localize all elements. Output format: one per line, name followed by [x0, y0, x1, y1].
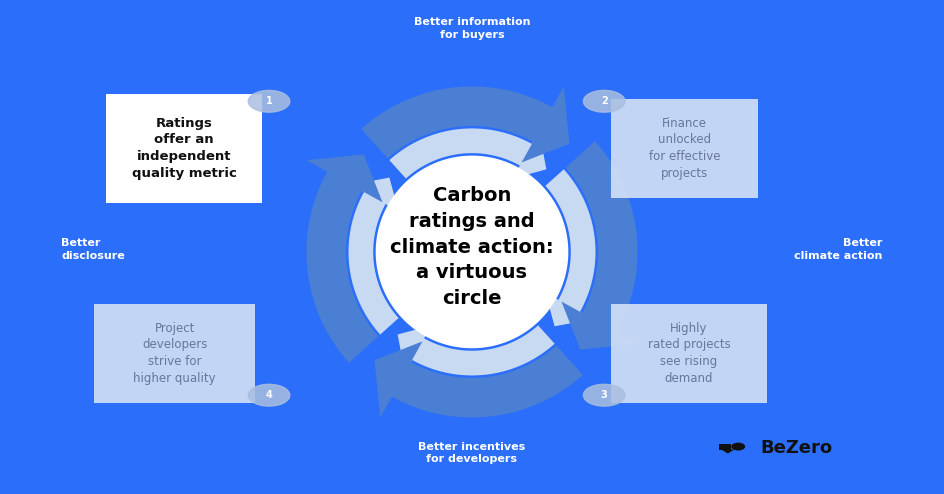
Text: Project
developers
strive for
higher quality: Project developers strive for higher qua… — [133, 322, 216, 385]
Text: BeZero: BeZero — [760, 439, 832, 457]
Text: 3: 3 — [600, 390, 608, 400]
Polygon shape — [307, 155, 382, 203]
Circle shape — [248, 90, 290, 112]
FancyBboxPatch shape — [612, 99, 757, 198]
Polygon shape — [522, 86, 569, 163]
Text: 1: 1 — [265, 96, 273, 106]
Polygon shape — [546, 292, 593, 327]
Text: Better
climate action: Better climate action — [794, 238, 883, 261]
Polygon shape — [348, 188, 398, 334]
Polygon shape — [562, 301, 637, 349]
Polygon shape — [397, 326, 431, 373]
Polygon shape — [389, 128, 535, 178]
Polygon shape — [351, 177, 398, 211]
FancyBboxPatch shape — [719, 444, 731, 450]
Text: Better
disclosure: Better disclosure — [61, 238, 126, 261]
FancyBboxPatch shape — [612, 304, 767, 403]
Text: Highly
rated projects
see rising
demand: Highly rated projects see rising demand — [648, 322, 731, 385]
Text: 4: 4 — [265, 390, 273, 400]
Circle shape — [248, 384, 290, 406]
Polygon shape — [409, 326, 555, 375]
Text: 2: 2 — [600, 96, 608, 106]
Polygon shape — [307, 166, 379, 363]
Text: Finance
unlocked
for effective
projects: Finance unlocked for effective projects — [649, 117, 720, 180]
Text: Better information
for buyers: Better information for buyers — [413, 17, 531, 40]
Text: Ratings
offer an
independent
quality metric: Ratings offer an independent quality met… — [131, 117, 237, 180]
Text: Carbon
ratings and
climate action:
a virtuous
circle: Carbon ratings and climate action: a vir… — [390, 186, 554, 308]
FancyBboxPatch shape — [106, 94, 262, 203]
Polygon shape — [565, 141, 637, 337]
Polygon shape — [362, 86, 557, 158]
Circle shape — [583, 90, 625, 112]
Text: Better incentives
for developers: Better incentives for developers — [418, 442, 526, 464]
Polygon shape — [721, 450, 734, 453]
Polygon shape — [376, 156, 568, 348]
Polygon shape — [387, 346, 582, 417]
Polygon shape — [546, 169, 596, 316]
Circle shape — [732, 443, 745, 450]
FancyBboxPatch shape — [94, 304, 255, 403]
Polygon shape — [375, 341, 422, 417]
Circle shape — [583, 384, 625, 406]
Polygon shape — [513, 131, 547, 178]
